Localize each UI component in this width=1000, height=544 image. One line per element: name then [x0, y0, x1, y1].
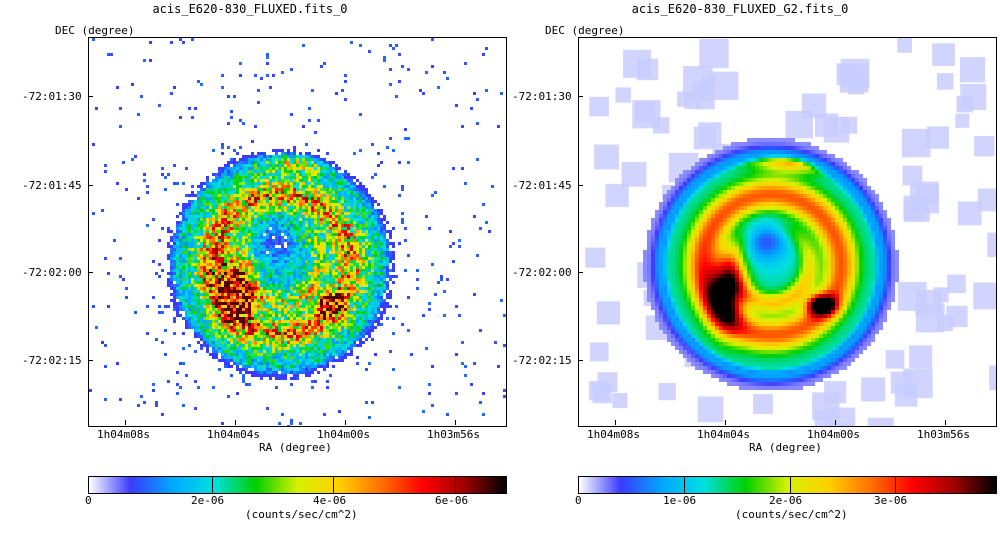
left-ra-tick-label: 1h04m04s: [207, 428, 260, 441]
left-colorbar-tick-label: 4e-06: [313, 494, 347, 507]
right-colorbar-tick-label: 2e-06: [769, 494, 803, 507]
left-ra-tick-mark: [455, 420, 456, 425]
right-colorbar-tick: [790, 477, 791, 493]
left-ra-tick-mark: [125, 420, 126, 425]
right-dec-axis-label: DEC (degree): [545, 24, 625, 37]
left-colorbar: [88, 476, 507, 494]
left-ra-tick-mark: [235, 420, 236, 425]
left-dec-tick-label: -72:01:30: [22, 90, 82, 103]
right-colorbar-tick-label: 1e-06: [663, 494, 697, 507]
left-colorbar-tick: [212, 477, 213, 493]
left-ra-axis-label: RA (degree): [259, 441, 332, 454]
right-colorbar-unit-label: (counts/sec/cm^2): [735, 508, 848, 521]
left-dec-tick-mark: [88, 185, 93, 186]
right-ra-tick-label: 1h04m04s: [697, 428, 750, 441]
right-ra-tick-mark: [835, 420, 836, 425]
left-ra-tick-label: 1h04m08s: [97, 428, 150, 441]
left-ra-tick-label: 1h03m56s: [427, 428, 480, 441]
left-dec-tick-mark: [88, 272, 93, 273]
left-colorbar-tick-label: 0: [85, 494, 92, 507]
left-dec-tick-mark: [88, 360, 93, 361]
right-dec-tick-label: -72:02:15: [512, 354, 572, 367]
right-dec-tick-mark: [578, 185, 583, 186]
left-image-frame[interactable]: [88, 37, 507, 427]
right-ra-tick-label: 1h04m08s: [587, 428, 640, 441]
left-ra-tick-label: 1h04m00s: [317, 428, 370, 441]
right-ra-tick-mark: [945, 420, 946, 425]
left-panel: acis_E620-830_FLUXED.fits_0 DEC (degree)…: [22, 2, 507, 521]
left-dec-tick-label: -72:02:15: [22, 354, 82, 367]
right-colorbar-tick-label: 3e-06: [874, 494, 908, 507]
right-dec-tick-label: -72:01:45: [512, 179, 572, 192]
right-image-smoothed: [585, 38, 996, 426]
right-dec-tick-label: -72:01:30: [512, 90, 572, 103]
right-colorbar-tick: [684, 477, 685, 493]
right-dec-tick-mark: [578, 360, 583, 361]
right-ra-tick-label: 1h03m56s: [917, 428, 970, 441]
left-ra-tick-mark: [345, 420, 346, 425]
left-dec-tick-label: -72:02:00: [22, 266, 82, 279]
right-dec-tick-label: -72:02:00: [512, 266, 572, 279]
left-colorbar-unit-label: (counts/sec/cm^2): [245, 508, 358, 521]
right-colorbar-tick-label: 0: [575, 494, 582, 507]
left-dec-tick-label: -72:01:45: [22, 179, 82, 192]
right-ra-axis-label: RA (degree): [749, 441, 822, 454]
left-dec-tick-mark: [88, 96, 93, 97]
right-colorbar: [578, 476, 997, 494]
right-image-frame[interactable]: [578, 37, 997, 427]
right-dec-tick-mark: [578, 96, 583, 97]
left-colorbar-tick: [333, 477, 334, 493]
left-colorbar-tick-label: 6e-06: [435, 494, 469, 507]
left-dec-axis-label: DEC (degree): [55, 24, 135, 37]
right-ra-tick-label: 1h04m00s: [807, 428, 860, 441]
left-colorbar-tick-label: 2e-06: [191, 494, 225, 507]
right-colorbar-tick: [895, 477, 896, 493]
right-ra-tick-mark: [725, 420, 726, 425]
left-panel-title: acis_E620-830_FLUXED.fits_0: [152, 2, 348, 16]
right-ra-tick-mark: [615, 420, 616, 425]
right-panel: acis_E620-830_FLUXED_G2.fits_0 DEC (degr…: [490, 0, 997, 544]
left-image-raw: [89, 38, 506, 426]
right-panel-title: acis_E620-830_FLUXED_G2.fits_0: [631, 2, 849, 16]
right-dec-tick-mark: [578, 272, 583, 273]
left-colorbar-tick: [455, 477, 456, 493]
